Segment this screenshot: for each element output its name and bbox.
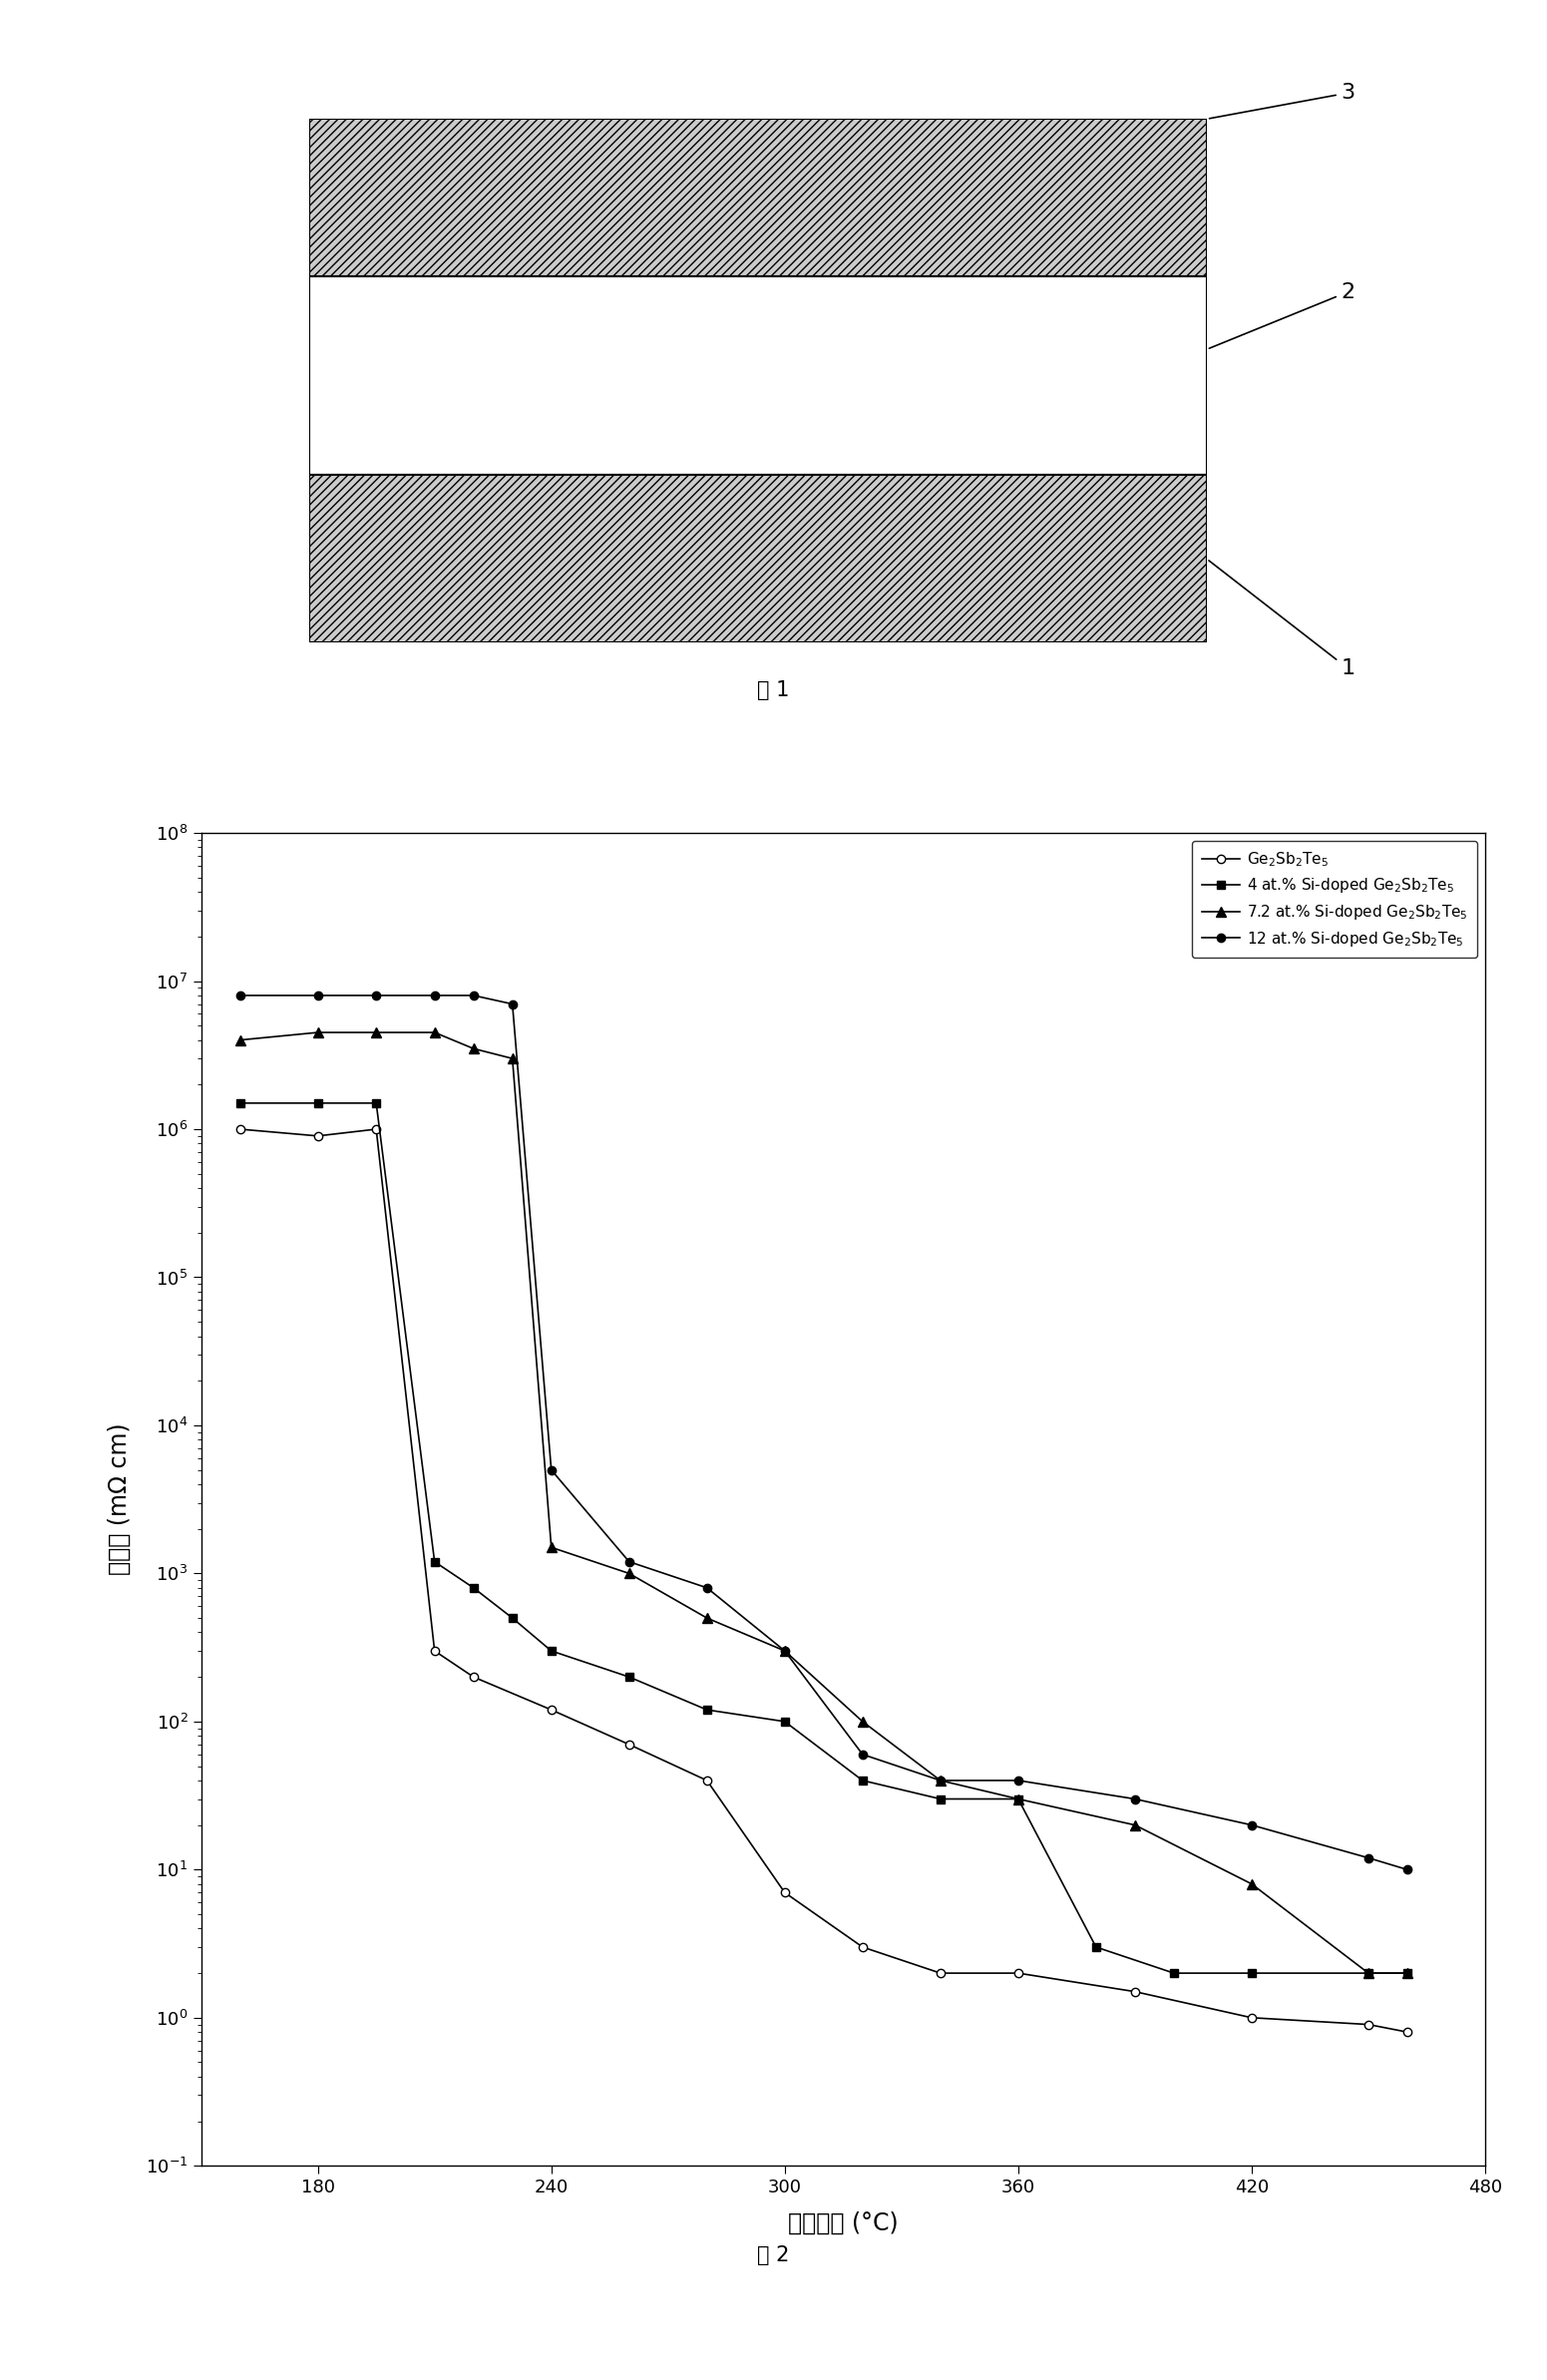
7.2 at.% Si-doped Ge$_2$Sb$_2$Te$_5$ [1009, 1785, 1027, 1814]
Ge$_2$Sb$_2$Te$_5$ [1242, 2004, 1261, 2033]
7.2 at.% Si-doped Ge$_2$Sb$_2$Te$_5$ [775, 1637, 794, 1666]
4 at.% Si-doped Ge$_2$Sb$_2$Te$_5$ [1009, 1785, 1027, 1814]
Line: Ge$_2$Sb$_2$Te$_5$: Ge$_2$Sb$_2$Te$_5$ [235, 1126, 1411, 2037]
12 at.% Si-doped Ge$_2$Sb$_2$Te$_5$ [775, 1637, 794, 1666]
Ge$_2$Sb$_2$Te$_5$ [620, 1730, 639, 1759]
12 at.% Si-doped Ge$_2$Sb$_2$Te$_5$ [931, 1766, 950, 1795]
Ge$_2$Sb$_2$Te$_5$ [775, 1878, 794, 1906]
7.2 at.% Si-doped Ge$_2$Sb$_2$Te$_5$ [1126, 1811, 1145, 1840]
Ge$_2$Sb$_2$Te$_5$ [367, 1114, 385, 1142]
Ge$_2$Sb$_2$Te$_5$ [1009, 1959, 1027, 1987]
Ge$_2$Sb$_2$Te$_5$ [464, 1664, 483, 1692]
4 at.% Si-doped Ge$_2$Sb$_2$Te$_5$ [367, 1088, 385, 1116]
7.2 at.% Si-doped Ge$_2$Sb$_2$Te$_5$ [1398, 1959, 1417, 1987]
Ge$_2$Sb$_2$Te$_5$ [931, 1959, 950, 1987]
Bar [309, 276, 1207, 476]
12 at.% Si-doped Ge$_2$Sb$_2$Te$_5$ [367, 981, 385, 1009]
Legend: Ge$_2$Sb$_2$Te$_5$, 4 at.% Si-doped Ge$_2$Sb$_2$Te$_5$, 7.2 at.% Si-doped Ge$_2$: Ge$_2$Sb$_2$Te$_5$, 4 at.% Si-doped Ge$_… [1193, 840, 1477, 957]
4 at.% Si-doped Ge$_2$Sb$_2$Te$_5$ [425, 1547, 444, 1576]
Y-axis label: 电阵率 (mΩ cm): 电阵率 (mΩ cm) [108, 1423, 131, 1576]
Line: 7.2 at.% Si-doped Ge$_2$Sb$_2$Te$_5$: 7.2 at.% Si-doped Ge$_2$Sb$_2$Te$_5$ [235, 1028, 1412, 1978]
7.2 at.% Si-doped Ge$_2$Sb$_2$Te$_5$ [231, 1026, 249, 1054]
4 at.% Si-doped Ge$_2$Sb$_2$Te$_5$ [931, 1785, 950, 1814]
Line: 12 at.% Si-doped Ge$_2$Sb$_2$Te$_5$: 12 at.% Si-doped Ge$_2$Sb$_2$Te$_5$ [235, 992, 1411, 1873]
12 at.% Si-doped Ge$_2$Sb$_2$Te$_5$ [503, 990, 521, 1019]
Ge$_2$Sb$_2$Te$_5$ [231, 1114, 249, 1142]
4 at.% Si-doped Ge$_2$Sb$_2$Te$_5$ [1165, 1959, 1183, 1987]
12 at.% Si-doped Ge$_2$Sb$_2$Te$_5$ [308, 981, 326, 1009]
4 at.% Si-doped Ge$_2$Sb$_2$Te$_5$ [854, 1766, 873, 1795]
Ge$_2$Sb$_2$Te$_5$ [1126, 1978, 1145, 2006]
7.2 at.% Si-doped Ge$_2$Sb$_2$Te$_5$ [503, 1045, 521, 1073]
Ge$_2$Sb$_2$Te$_5$ [854, 1933, 873, 1961]
12 at.% Si-doped Ge$_2$Sb$_2$Te$_5$ [1398, 1856, 1417, 1885]
Text: 图 1: 图 1 [758, 681, 789, 700]
12 at.% Si-doped Ge$_2$Sb$_2$Te$_5$ [698, 1573, 716, 1602]
7.2 at.% Si-doped Ge$_2$Sb$_2$Te$_5$ [931, 1766, 950, 1795]
7.2 at.% Si-doped Ge$_2$Sb$_2$Te$_5$ [464, 1035, 483, 1064]
Ge$_2$Sb$_2$Te$_5$ [1398, 2018, 1417, 2047]
Text: 3: 3 [1210, 83, 1355, 119]
12 at.% Si-doped Ge$_2$Sb$_2$Te$_5$ [854, 1740, 873, 1768]
12 at.% Si-doped Ge$_2$Sb$_2$Te$_5$ [1360, 1845, 1378, 1873]
4 at.% Si-doped Ge$_2$Sb$_2$Te$_5$ [464, 1573, 483, 1602]
7.2 at.% Si-doped Ge$_2$Sb$_2$Te$_5$ [1360, 1959, 1378, 1987]
X-axis label: 退火温度 (°C): 退火温度 (°C) [787, 2211, 899, 2235]
Ge$_2$Sb$_2$Te$_5$ [308, 1121, 326, 1150]
12 at.% Si-doped Ge$_2$Sb$_2$Te$_5$ [464, 981, 483, 1009]
12 at.% Si-doped Ge$_2$Sb$_2$Te$_5$ [1242, 1811, 1261, 1840]
4 at.% Si-doped Ge$_2$Sb$_2$Te$_5$ [1086, 1933, 1105, 1961]
7.2 at.% Si-doped Ge$_2$Sb$_2$Te$_5$ [698, 1604, 716, 1633]
Text: 2: 2 [1210, 281, 1355, 347]
4 at.% Si-doped Ge$_2$Sb$_2$Te$_5$ [541, 1637, 560, 1666]
12 at.% Si-doped Ge$_2$Sb$_2$Te$_5$ [231, 981, 249, 1009]
Text: 1: 1 [1208, 562, 1355, 678]
Ge$_2$Sb$_2$Te$_5$ [425, 1637, 444, 1666]
7.2 at.% Si-doped Ge$_2$Sb$_2$Te$_5$ [367, 1019, 385, 1047]
7.2 at.% Si-doped Ge$_2$Sb$_2$Te$_5$ [425, 1019, 444, 1047]
4 at.% Si-doped Ge$_2$Sb$_2$Te$_5$ [775, 1706, 794, 1735]
Text: 图 2: 图 2 [758, 2244, 789, 2266]
12 at.% Si-doped Ge$_2$Sb$_2$Te$_5$ [1009, 1766, 1027, 1795]
4 at.% Si-doped Ge$_2$Sb$_2$Te$_5$ [308, 1088, 326, 1116]
4 at.% Si-doped Ge$_2$Sb$_2$Te$_5$ [1242, 1959, 1261, 1987]
Line: 4 at.% Si-doped Ge$_2$Sb$_2$Te$_5$: 4 at.% Si-doped Ge$_2$Sb$_2$Te$_5$ [235, 1100, 1411, 1978]
Ge$_2$Sb$_2$Te$_5$ [541, 1695, 560, 1723]
7.2 at.% Si-doped Ge$_2$Sb$_2$Te$_5$ [620, 1559, 639, 1587]
4 at.% Si-doped Ge$_2$Sb$_2$Te$_5$ [503, 1604, 521, 1633]
7.2 at.% Si-doped Ge$_2$Sb$_2$Te$_5$ [308, 1019, 326, 1047]
4 at.% Si-doped Ge$_2$Sb$_2$Te$_5$ [231, 1088, 249, 1116]
4 at.% Si-doped Ge$_2$Sb$_2$Te$_5$ [698, 1695, 716, 1723]
Ge$_2$Sb$_2$Te$_5$ [698, 1766, 716, 1795]
12 at.% Si-doped Ge$_2$Sb$_2$Te$_5$ [425, 981, 444, 1009]
12 at.% Si-doped Ge$_2$Sb$_2$Te$_5$ [1126, 1785, 1145, 1814]
4 at.% Si-doped Ge$_2$Sb$_2$Te$_5$ [1398, 1959, 1417, 1987]
7.2 at.% Si-doped Ge$_2$Sb$_2$Te$_5$ [541, 1533, 560, 1561]
7.2 at.% Si-doped Ge$_2$Sb$_2$Te$_5$ [854, 1706, 873, 1735]
Ge$_2$Sb$_2$Te$_5$ [1360, 2011, 1378, 2040]
12 at.% Si-doped Ge$_2$Sb$_2$Te$_5$ [541, 1457, 560, 1485]
12 at.% Si-doped Ge$_2$Sb$_2$Te$_5$ [620, 1547, 639, 1576]
Bar [309, 476, 1207, 643]
Bar [309, 119, 1207, 276]
4 at.% Si-doped Ge$_2$Sb$_2$Te$_5$ [1360, 1959, 1378, 1987]
7.2 at.% Si-doped Ge$_2$Sb$_2$Te$_5$ [1242, 1871, 1261, 1899]
4 at.% Si-doped Ge$_2$Sb$_2$Te$_5$ [620, 1664, 639, 1692]
